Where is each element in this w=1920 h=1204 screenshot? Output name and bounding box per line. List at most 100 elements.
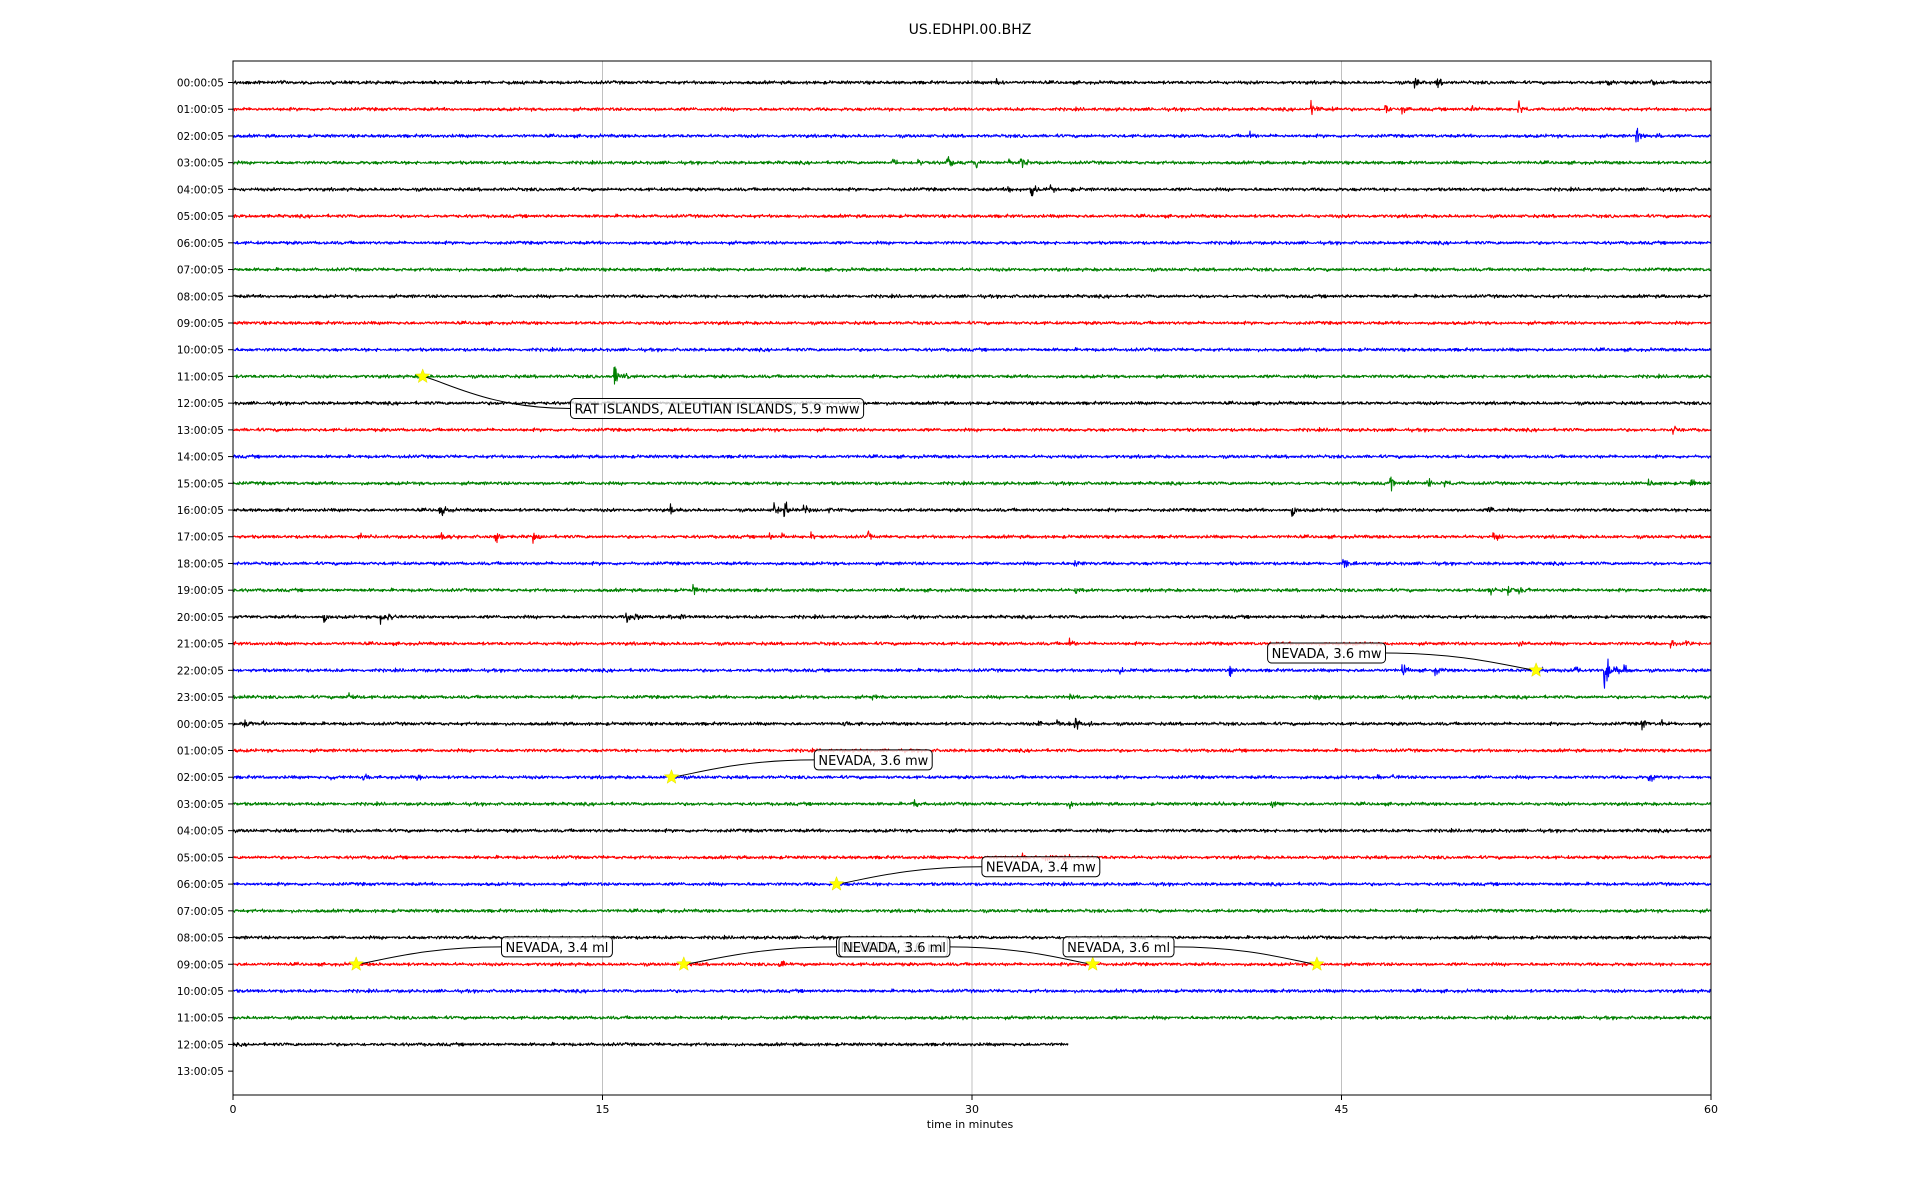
event-annotation-6: NEVADA, 3.6 ml — [838, 936, 1101, 971]
event-connector-7 — [1174, 946, 1317, 965]
trace-row-11 — [232, 366, 1712, 385]
trace-row-28 — [232, 827, 1712, 834]
trace-row-34 — [232, 988, 1712, 994]
event-connector-2 — [671, 759, 815, 778]
y-tick-label-8: 08:00:05 — [177, 291, 224, 303]
y-tick-label-9: 09:00:05 — [177, 318, 224, 330]
y-tick-label-21: 21:00:05 — [177, 639, 224, 651]
event-annotations: RAT ISLANDS, ALEUTIAN ISLANDS, 5.9 mww NE… — [348, 368, 1544, 971]
event-annotation-1: NEVADA, 3.6 mw — [1267, 642, 1544, 677]
y-tick-label-30: 06:00:05 — [177, 879, 224, 891]
trace-row-12 — [232, 400, 1712, 406]
y-tick-label-26: 02:00:05 — [177, 772, 224, 784]
y-tick-label-22: 22:00:05 — [177, 665, 224, 677]
grid-lines — [602, 61, 1342, 1095]
trace-row-30 — [232, 881, 1712, 887]
y-tick-label-23: 23:00:05 — [177, 692, 224, 704]
event-label-7: NEVADA, 3.6 ml — [1067, 941, 1170, 956]
event-star-marker-6 — [1084, 956, 1101, 971]
y-tick-label-17: 17:00:05 — [177, 532, 224, 544]
trace-row-22 — [232, 658, 1712, 689]
y-tick-label-14: 14:00:05 — [177, 452, 224, 464]
event-label-box-2 — [813, 749, 933, 771]
trace-row-1 — [232, 99, 1712, 116]
event-label-box-0 — [570, 398, 865, 419]
y-tick-label-15: 15:00:05 — [177, 478, 224, 490]
event-annotation-0: RAT ISLANDS, ALEUTIAN ISLANDS, 5.9 mww — [414, 368, 865, 419]
event-star-marker-5 — [676, 956, 692, 971]
event-label-2: NEVADA, 3.6 mw — [818, 754, 928, 769]
event-label-box-7 — [1062, 936, 1175, 958]
y-tick-label-29: 05:00:05 — [177, 852, 224, 864]
y-tick-label-2: 02:00:05 — [177, 131, 224, 143]
event-label-0: RAT ISLANDS, ALEUTIAN ISLANDS, 5.9 mww — [574, 402, 859, 417]
trace-row-0 — [232, 77, 1712, 89]
trace-row-5 — [232, 213, 1712, 219]
y-tick-label-0: 00:00:05 — [177, 78, 224, 90]
trace-row-32 — [232, 934, 1712, 941]
trace-row-25 — [232, 747, 1712, 754]
y-tick-label-11: 11:00:05 — [177, 371, 224, 383]
y-tick-label-16: 16:00:05 — [177, 505, 224, 517]
event-star-marker-0 — [414, 368, 431, 384]
event-connector-0 — [422, 375, 571, 409]
event-label-box-3 — [981, 856, 1101, 878]
y-tick-label-7: 07:00:05 — [177, 265, 224, 277]
event-annotation-4: NEVADA, 3.4 ml — [348, 936, 613, 971]
trace-row-3 — [232, 156, 1712, 169]
trace-row-33 — [232, 960, 1712, 968]
y-tick-label-36: 12:00:05 — [177, 1039, 224, 1051]
trace-row-18 — [232, 558, 1712, 569]
y-tick-label-4: 04:00:05 — [177, 184, 224, 196]
chart-title: US.EDHPI.00.BHZ — [909, 22, 1032, 38]
x-tick-label-1: 15 — [596, 1103, 610, 1116]
event-label-4: NEVADA, 3.4 ml — [506, 941, 609, 956]
event-label-1: NEVADA, 3.6 mw — [1272, 647, 1382, 662]
event-label-box-4 — [501, 936, 613, 958]
event-star-marker-3 — [828, 875, 845, 891]
trace-row-20 — [232, 612, 1712, 625]
trace-row-14 — [232, 453, 1712, 460]
trace-row-4 — [232, 184, 1712, 197]
event-annotation-7: NEVADA, 3.6 ml — [1062, 936, 1325, 971]
event-connector-5 — [683, 946, 837, 965]
event-annotation-2: NEVADA, 3.6 mw — [663, 749, 933, 784]
trace-row-31 — [232, 908, 1712, 914]
y-tick-label-6: 06:00:05 — [177, 238, 224, 250]
y-tick-label-31: 07:00:05 — [177, 906, 224, 918]
trace-row-15 — [232, 476, 1712, 492]
event-star-marker-7 — [1309, 956, 1325, 971]
event-connector-4 — [356, 946, 502, 965]
event-label-3: NEVADA, 3.4 mw — [986, 861, 1096, 876]
axis-ticks: 00:00:05 01:00:05 02:00:05 03:00:05 04:00:05… — [177, 78, 1718, 1117]
x-tick-label-0: 0 — [230, 1103, 237, 1116]
y-tick-label-35: 11:00:05 — [177, 1013, 224, 1025]
y-tick-label-32: 08:00:05 — [177, 933, 224, 945]
trace-row-29 — [232, 852, 1712, 862]
plot-frame — [232, 60, 1712, 1096]
event-star-marker-2 — [663, 768, 680, 784]
trace-row-10 — [232, 346, 1712, 353]
trace-row-36 — [232, 1041, 1069, 1048]
trace-row-9 — [232, 320, 1712, 326]
trace-row-26 — [232, 773, 1712, 782]
trace-row-13 — [232, 425, 1712, 435]
trace-row-8 — [232, 293, 1712, 300]
trace-row-2 — [232, 127, 1712, 143]
trace-row-16 — [232, 501, 1712, 518]
x-tick-label-2: 30 — [965, 1103, 979, 1116]
y-tick-label-13: 13:00:05 — [177, 425, 224, 437]
trace-row-24 — [232, 717, 1712, 731]
y-tick-label-18: 18:00:05 — [177, 558, 224, 570]
y-tick-label-19: 19:00:05 — [177, 585, 224, 597]
y-tick-label-33: 09:00:05 — [177, 959, 224, 971]
x-tick-label-3: 45 — [1335, 1103, 1349, 1116]
y-tick-label-12: 12:00:05 — [177, 398, 224, 410]
event-star-marker-1 — [1528, 662, 1544, 677]
trace-row-35 — [232, 1014, 1712, 1021]
y-tick-label-5: 05:00:05 — [177, 211, 224, 223]
trace-row-7 — [232, 266, 1712, 273]
y-tick-label-1: 01:00:05 — [177, 104, 224, 116]
